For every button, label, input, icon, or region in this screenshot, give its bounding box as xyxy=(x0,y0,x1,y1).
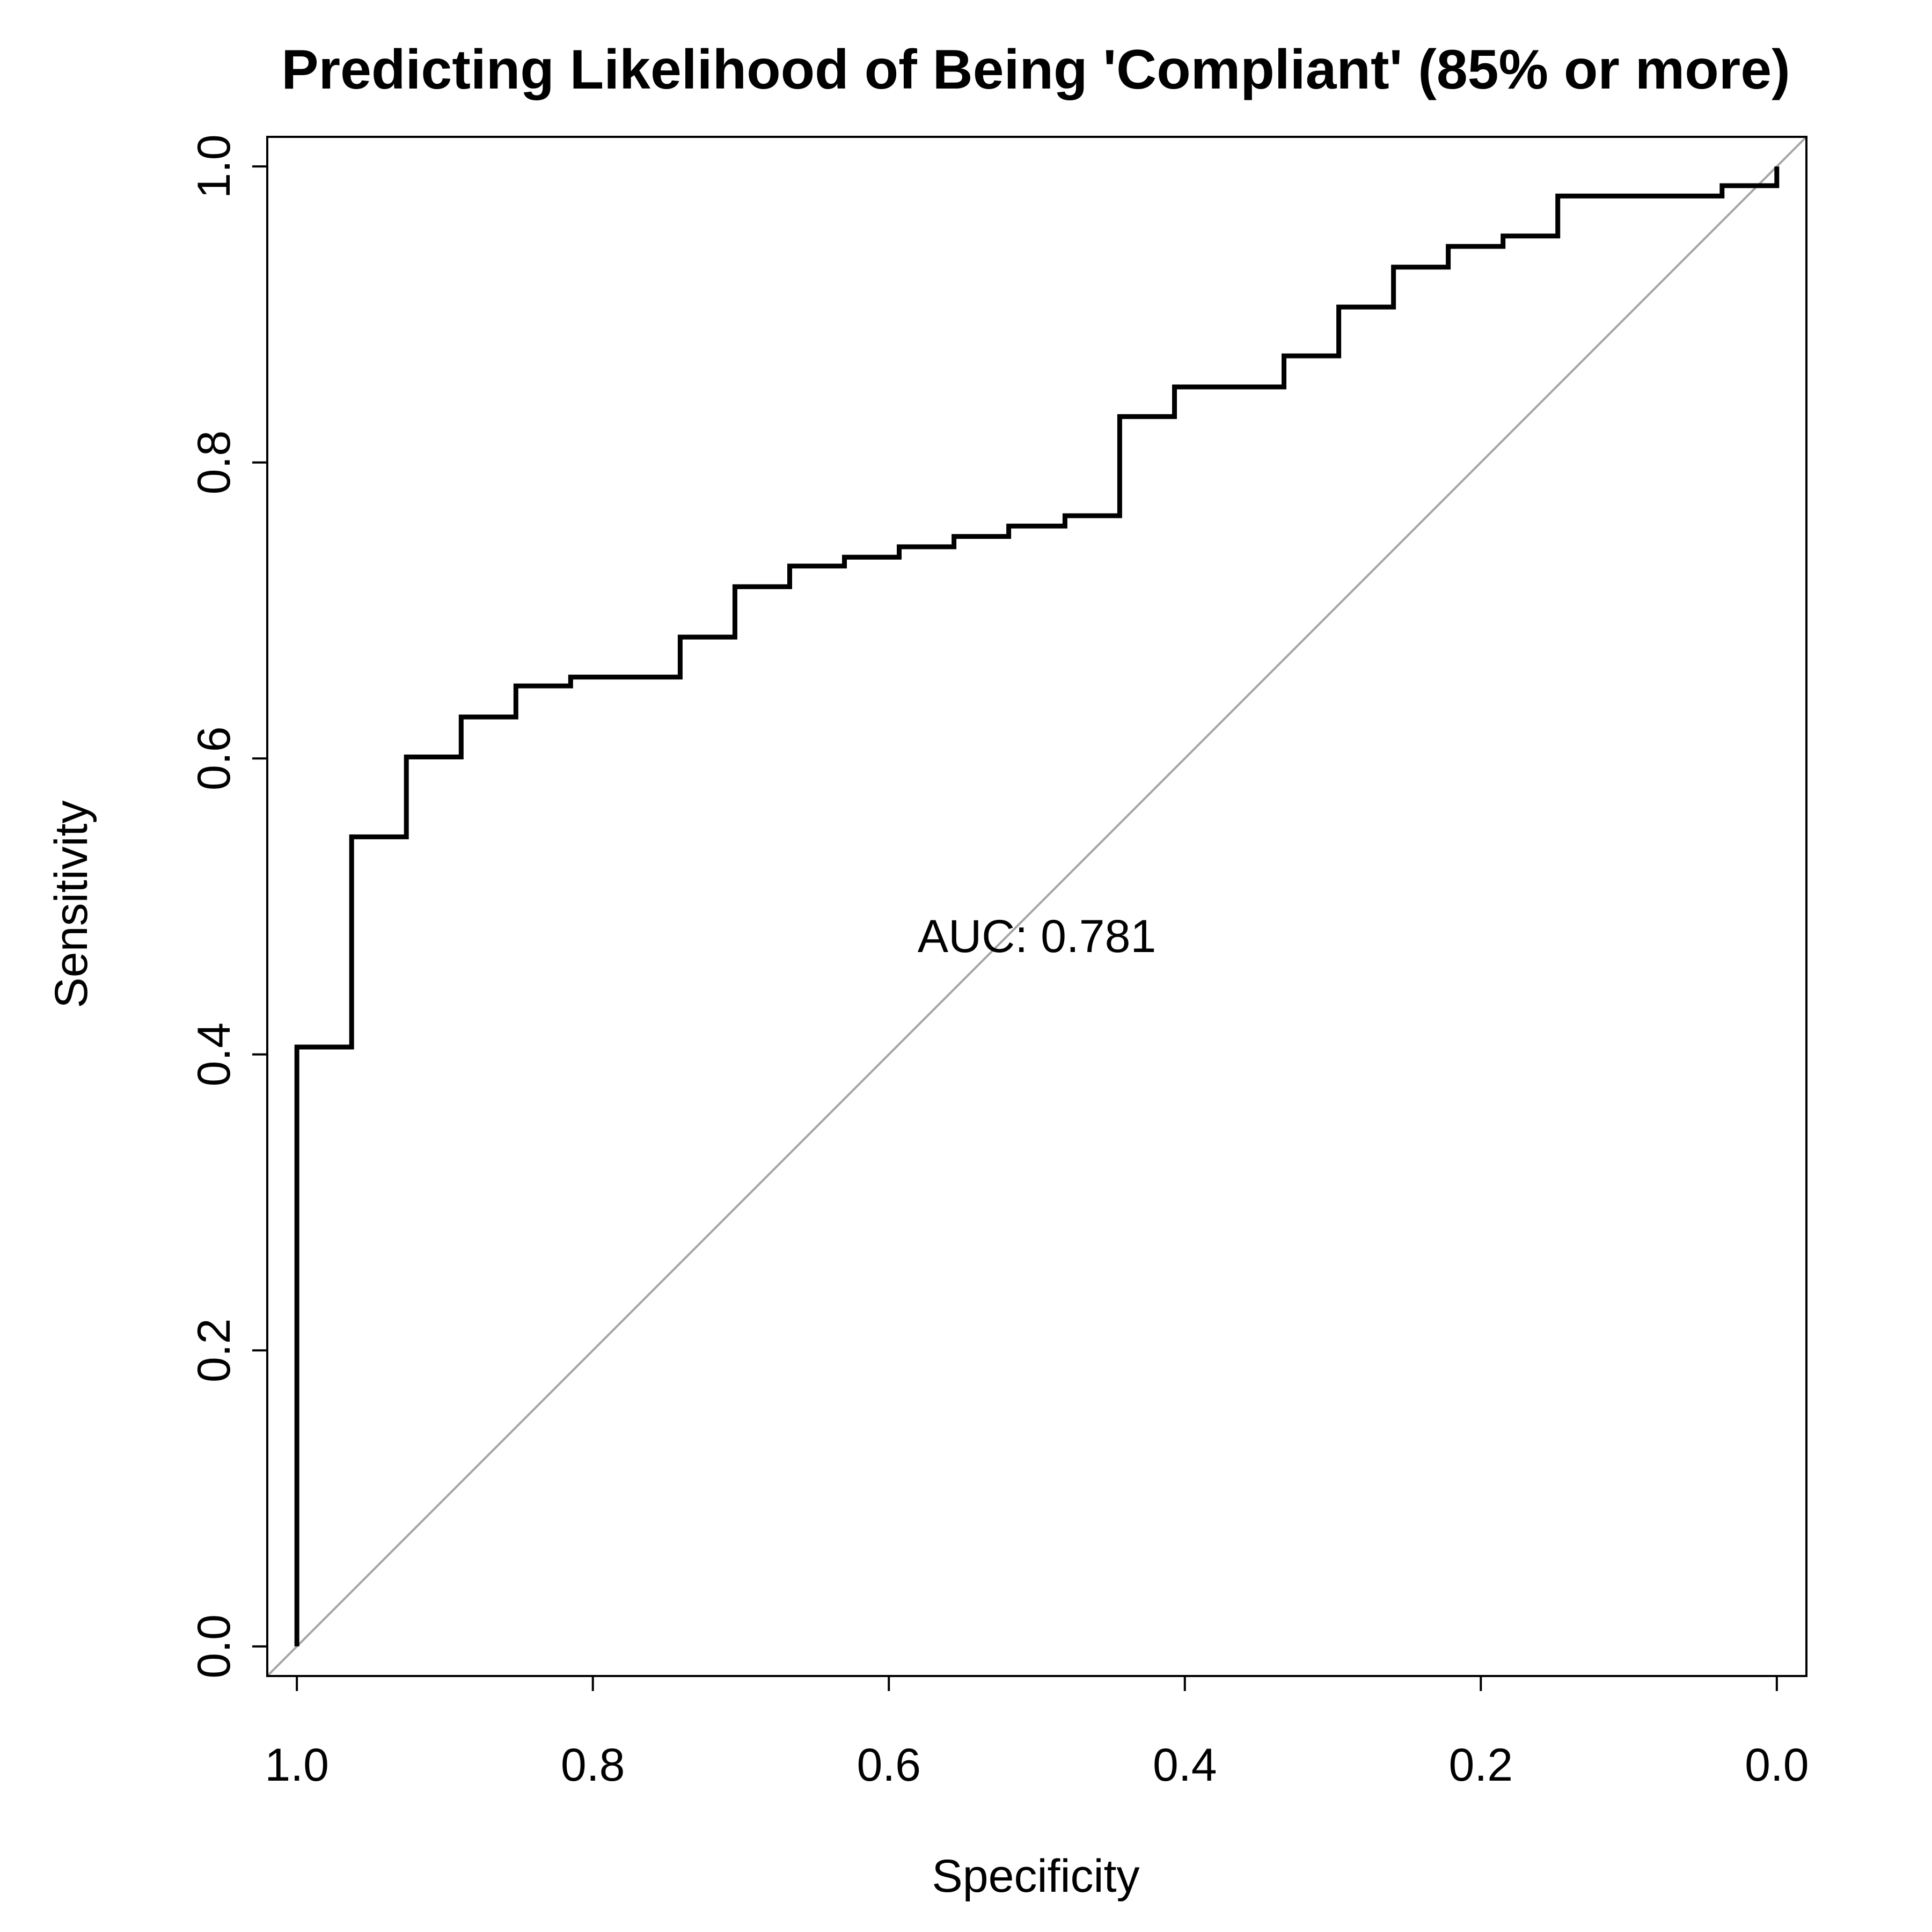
x-tick-label: 0.4 xyxy=(1153,1739,1217,1791)
y-tick-label: 0.4 xyxy=(188,1022,240,1087)
y-tick-label: 0.0 xyxy=(188,1614,240,1679)
y-axis-title: Sensitivity xyxy=(46,800,97,1008)
y-axis: 0.0 0.2 0.4 0.6 0.8 1.0 xyxy=(188,134,268,1679)
y-tick-label: 0.6 xyxy=(188,726,240,791)
y-tick-label: 0.8 xyxy=(188,430,240,495)
roc-curve xyxy=(294,166,1780,1646)
chart-title: Predicting Likelihood of Being 'Complian… xyxy=(281,39,1790,101)
plot-area xyxy=(266,136,1807,1677)
y-tick-label: 0.2 xyxy=(188,1319,240,1383)
x-tick-label: 1.0 xyxy=(265,1739,329,1791)
x-tick-label: 0.0 xyxy=(1745,1739,1809,1791)
y-tick-label: 1.0 xyxy=(188,134,240,199)
x-tick-label: 0.6 xyxy=(857,1739,921,1791)
x-tick-label: 0.8 xyxy=(561,1739,625,1791)
x-axis-title: Specificity xyxy=(932,1850,1139,1902)
x-tick-label: 0.2 xyxy=(1449,1739,1513,1791)
reference-diagonal xyxy=(266,136,1807,1677)
x-axis: 1.0 0.8 0.6 0.4 0.2 0.0 xyxy=(265,1675,1809,1791)
auc-annotation: AUC: 0.781 xyxy=(918,911,1157,962)
